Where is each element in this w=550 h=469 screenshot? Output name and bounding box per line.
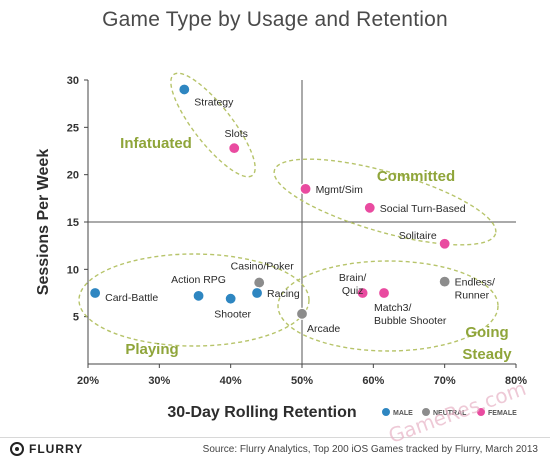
data-point — [363, 201, 376, 214]
data-point — [89, 286, 102, 300]
quadrant-label: Committed — [377, 168, 455, 185]
y-axis-title: Sessions Per Week — [35, 149, 52, 296]
brand-name: FLURRY — [29, 442, 84, 456]
data-label: Mgmt/Sim — [316, 184, 364, 196]
y-tick-label: 25 — [67, 122, 79, 134]
y-tick-label: 5 — [73, 312, 79, 324]
data-label: Racing — [267, 288, 300, 300]
data-label: Solitaire — [399, 230, 437, 242]
chart-title: Game Type by Usage and Retention — [102, 8, 448, 31]
legend: MALE NEUTRAL FEMALE — [381, 407, 517, 417]
x-tick-label: 60% — [362, 375, 384, 387]
data-point — [192, 289, 205, 302]
legend-label: MALE — [393, 410, 413, 417]
quadrant-label: Going Steady — [462, 324, 512, 363]
data-label: Shooter — [214, 309, 251, 321]
data-label: Casino/Poker — [231, 261, 295, 273]
data-point — [438, 237, 451, 250]
data-point — [228, 142, 241, 155]
y-tick-label: 15 — [67, 217, 79, 229]
data-label: Action RPG — [171, 274, 226, 286]
x-tick-label: 20% — [77, 375, 99, 387]
data-point — [299, 182, 312, 195]
data-label: Slots — [225, 128, 248, 140]
y-tick-label: 30 — [67, 75, 79, 87]
cluster-ellipses — [78, 72, 499, 352]
data-label: Card-Battle — [105, 292, 158, 304]
quadrant-label: Playing — [125, 341, 178, 358]
x-tick-label: 40% — [220, 375, 242, 387]
source-note: Source: Flurry Analytics, Top 200 iOS Ga… — [202, 444, 538, 455]
quadrant-labels: Infatuated Committed Playing Going Steady — [120, 135, 512, 363]
brand-logo: FLURRY — [10, 442, 83, 456]
data-point — [224, 292, 237, 305]
quadrant-label: Infatuated — [120, 135, 192, 152]
data-point — [253, 276, 266, 289]
data-label: Match3/Bubble Shooter — [374, 302, 447, 327]
x-tick-label: 80% — [505, 375, 527, 387]
flurry-logo-icon — [10, 442, 24, 456]
cluster-ellipse — [277, 260, 499, 352]
data-points: Strategy Slots Mgmt/Sim Social Turn-Based So… — [89, 83, 495, 335]
x-tick-label: 30% — [148, 375, 170, 387]
legend-label: FEMALE — [488, 410, 517, 417]
y-tick-label: 10 — [67, 264, 79, 276]
footer-divider — [0, 437, 550, 438]
legend-marker — [421, 407, 431, 417]
data-point — [438, 275, 451, 288]
legend-marker — [381, 407, 391, 417]
data-point — [356, 286, 369, 300]
cluster-ellipse — [170, 72, 256, 178]
data-label: Brain/Quiz — [339, 272, 367, 297]
data-point — [250, 286, 264, 300]
data-point — [295, 307, 309, 320]
y-tick-label: 20 — [67, 170, 79, 182]
data-point — [377, 286, 391, 300]
data-label: Social Turn-Based — [380, 203, 466, 215]
data-label: Strategy — [194, 96, 234, 108]
axes-layer: 20% 30% 40% 50% 60% 70% 80% 5 10 15 20 25 30 30-Day R… — [35, 75, 527, 421]
legend-label: NEUTRAL — [433, 410, 467, 417]
data-point — [178, 83, 191, 96]
data-label: Arcade — [307, 323, 340, 335]
x-tick-label: 50% — [291, 375, 313, 387]
legend-marker — [476, 407, 486, 417]
cluster-ellipse — [273, 158, 497, 246]
x-axis-title: 30-Day Rolling Retention — [167, 404, 356, 421]
cluster-ellipse — [78, 253, 310, 347]
x-tick-label: 70% — [434, 375, 456, 387]
data-label: Endless/Runner — [455, 277, 495, 302]
